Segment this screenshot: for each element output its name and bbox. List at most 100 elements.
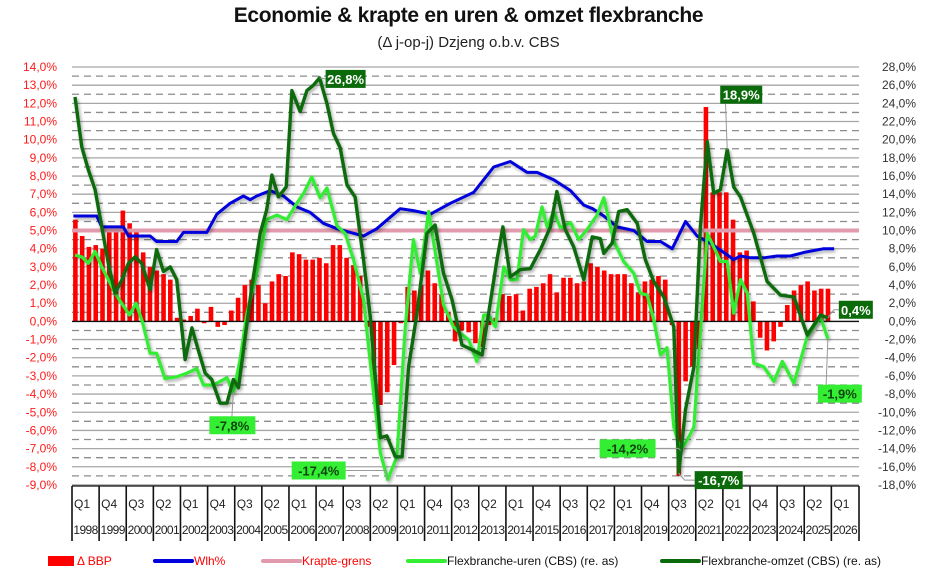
bbp-bar: [242, 285, 248, 322]
left-tick-label: 7,0%: [30, 187, 58, 201]
annotation-text: 18,9%: [723, 88, 760, 103]
x-quarter-label: Q1: [508, 497, 524, 511]
bbp-bars: [72, 106, 859, 476]
x-year-label: 2001: [155, 523, 180, 537]
right-tick-label: -6,0%: [885, 369, 917, 383]
x-quarter-label: Q3: [345, 497, 361, 511]
bbp-bar: [723, 192, 729, 322]
x-quarter-label: Q4: [644, 497, 660, 511]
annotation-box: [325, 69, 366, 88]
x-quarter-label: Q3: [237, 497, 253, 511]
annotations: 26,8% -7,8% -17,4% -14,2% -16,7% 18,9% 0,4% -1,…: [209, 69, 873, 490]
x-year-label: 2015: [534, 523, 559, 537]
x-year-label: 2011: [426, 523, 450, 537]
x-year-label: 2010: [399, 523, 424, 537]
annotation-leader: [678, 472, 695, 481]
bbp-bar: [86, 246, 92, 322]
bbp-bar: [608, 274, 614, 322]
bbp-bar: [798, 285, 804, 322]
x-quarter-label: Q2: [698, 497, 714, 511]
legend-label: Flexbranche-omzet (CBS) (re. as): [701, 554, 881, 568]
annotation-leader: [319, 77, 326, 80]
bbp-bar: [283, 275, 288, 322]
bbp-bar: [106, 232, 112, 322]
bbp-bar: [473, 321, 478, 344]
left-tick-label: -2,0%: [26, 351, 58, 365]
bbp-bar: [554, 292, 560, 322]
annotation-text: -17,4%: [298, 463, 340, 478]
bbp-bar: [127, 223, 132, 322]
annotation-text: -14,2%: [607, 441, 649, 456]
bbp-bar: [120, 210, 126, 322]
bbp-bar: [622, 274, 627, 322]
bbp-bar: [710, 192, 716, 322]
x-quarter-label: Q1: [616, 497, 632, 511]
x-year-label: 2012: [453, 523, 478, 537]
right-tick-label: -18,0%: [878, 478, 916, 492]
left-tick-label: 4,0%: [30, 242, 58, 256]
left-tick-label: 9,0%: [30, 151, 58, 165]
right-tick-label: -12,0%: [878, 423, 916, 437]
left-tick-label: 14,0%: [23, 60, 57, 74]
bbp-bar: [574, 283, 580, 322]
bbp-bar: [744, 250, 749, 322]
bbp-bar: [93, 245, 99, 322]
bbp-bar: [147, 266, 153, 322]
bbp-bar: [398, 321, 404, 324]
left-tick-label: 3,0%: [30, 260, 58, 274]
right-tick-label: 0,0%: [889, 314, 917, 328]
right-tick-label: -4,0%: [885, 351, 917, 365]
chart-title: Economie & krapte en uren & omzet flexbr…: [233, 4, 704, 27]
bbp-bar: [507, 295, 512, 322]
bbp-bar: [439, 294, 444, 322]
x-year-label: 2006: [290, 523, 315, 537]
bbp-bar: [534, 286, 539, 322]
right-tick-label: 16,0%: [882, 169, 916, 183]
bbp-bar: [161, 274, 166, 322]
series-lines: [72, 76, 859, 482]
left-tick-label: -6,0%: [26, 423, 58, 437]
bbp-bar: [154, 270, 160, 322]
x-quarter-label: Q1: [399, 497, 415, 511]
x-quarter-label: Q3: [779, 497, 795, 511]
x-year-label: 2023: [751, 523, 776, 537]
legend-label: Krapte-grens: [302, 554, 371, 568]
bbp-bar: [418, 285, 424, 322]
annotation-box: [209, 416, 256, 435]
bbp-bar: [595, 266, 600, 322]
annotation-label: 26,8%: [319, 69, 366, 88]
bbp-bar: [629, 283, 634, 322]
annotation-text: 26,8%: [327, 72, 364, 87]
left-tick-label: 2,0%: [30, 278, 58, 292]
bbp-bar: [425, 270, 431, 322]
annotation-leader: [345, 469, 389, 480]
bbp-bar: [412, 290, 417, 322]
annotation-box: [817, 384, 862, 403]
annotation-label: -16,7%: [678, 471, 743, 490]
bbp-bar: [73, 219, 78, 322]
right-tick-label: 18,0%: [882, 151, 916, 165]
left-tick-label: -7,0%: [26, 442, 58, 456]
x-quarter-label: Q2: [481, 497, 497, 511]
bbp-bar: [452, 321, 458, 342]
bbp-bar: [357, 275, 363, 322]
legend-item: Flexbranche-omzet (CBS) (re. as): [660, 554, 881, 568]
bbp-bar: [195, 308, 200, 322]
right-tick-label: 4,0%: [889, 278, 917, 292]
x-year-label: 2017: [589, 523, 614, 537]
legend-item: Δ BBP: [48, 554, 112, 568]
right-tick-label: -16,0%: [878, 460, 916, 474]
legend-item: Flexbranche-uren (CBS) (re. as): [406, 554, 618, 568]
bbp-bar: [384, 321, 390, 393]
right-tick-label: 26,0%: [882, 78, 916, 92]
left-tick-label: 12,0%: [23, 96, 57, 110]
annotation-label: -1,9%: [817, 338, 862, 403]
x-year-label: 2002: [182, 523, 207, 537]
bbp-bar: [486, 321, 492, 326]
x-quarter-label: Q4: [318, 497, 334, 511]
x-quarter-label: Q4: [535, 497, 551, 511]
left-tick-label: -9,0%: [26, 478, 58, 492]
x-quarter-label: Q1: [291, 497, 307, 511]
right-tick-label: -8,0%: [885, 387, 917, 401]
x-quarter-label: Q2: [264, 497, 280, 511]
